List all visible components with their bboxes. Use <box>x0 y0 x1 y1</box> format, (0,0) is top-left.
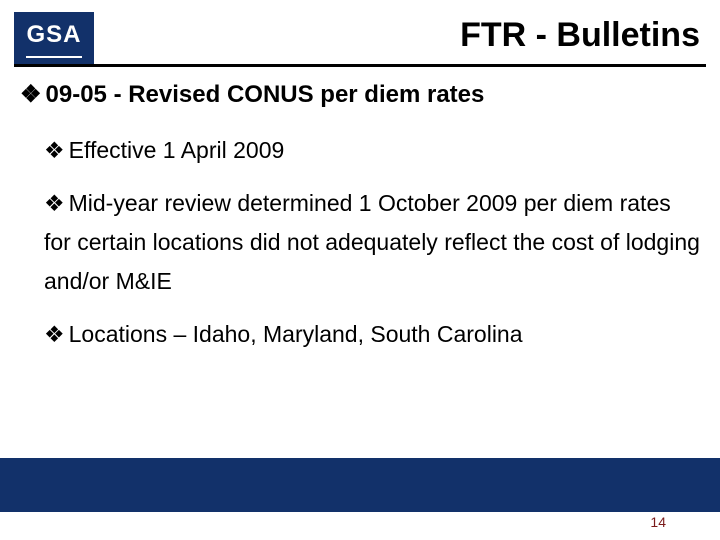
bullet-level-2: ❖Locations – Idaho, Maryland, South Caro… <box>20 315 700 354</box>
item-text: Locations – Idaho, Maryland, South Carol… <box>69 321 523 347</box>
footer-band <box>0 458 720 512</box>
diamond-bullet-icon: ❖ <box>44 184 65 223</box>
diamond-bullet-icon: ❖ <box>44 131 65 170</box>
item-text: Mid-year review determined 1 October 200… <box>44 190 700 294</box>
item-text: Effective 1 April 2009 <box>69 137 285 163</box>
page-title: FTR - Bulletins <box>460 16 700 55</box>
page-number: 14 <box>650 514 666 530</box>
gsa-logo-underline <box>26 56 82 58</box>
gsa-logo: GSA <box>14 12 94 66</box>
bullet-level-2: ❖Mid-year review determined 1 October 20… <box>20 184 700 301</box>
heading-text: 09-05 - Revised CONUS per diem rates <box>46 81 485 108</box>
title-rule <box>14 64 706 67</box>
header: GSA FTR - Bulletins <box>0 0 720 72</box>
gsa-logo-text: GSA <box>26 21 81 49</box>
bullet-level-2: ❖Effective 1 April 2009 <box>20 131 700 170</box>
diamond-bullet-icon: ❖ <box>20 80 42 109</box>
diamond-bullet-icon: ❖ <box>44 315 65 354</box>
bullet-level-1: ❖09-05 - Revised CONUS per diem rates <box>20 80 700 109</box>
slide-content: ❖09-05 - Revised CONUS per diem rates ❖E… <box>20 80 700 368</box>
